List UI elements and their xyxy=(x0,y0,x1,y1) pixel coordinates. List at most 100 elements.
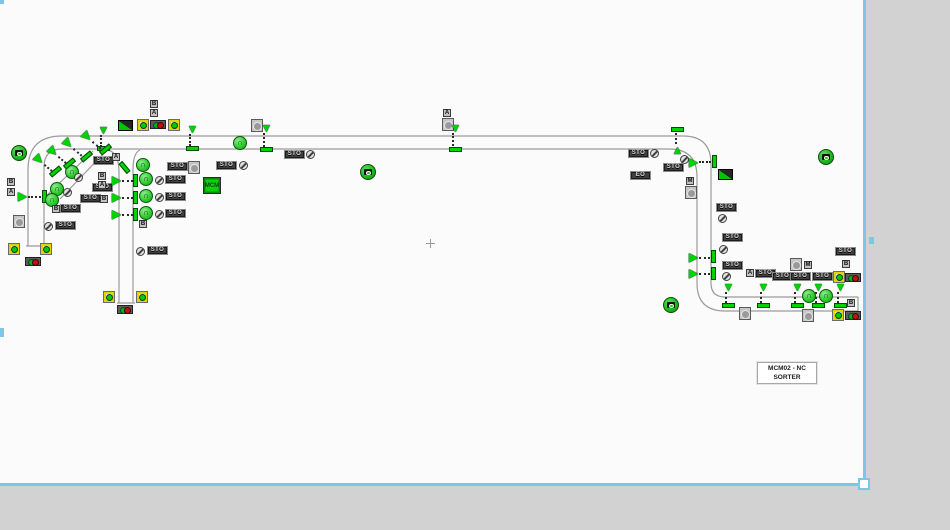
letter-badge: B xyxy=(139,220,147,228)
sto-status-badge: STO xyxy=(60,204,81,213)
camera-view-button[interactable] xyxy=(11,145,27,161)
sto-status-badge: STO xyxy=(284,150,305,159)
disabled-slash-icon xyxy=(155,176,164,185)
sto-status-badge: STO xyxy=(167,162,188,171)
sto-status-badge: STO xyxy=(165,175,186,184)
reflector-bar-icon xyxy=(671,127,684,132)
selection-handle-right[interactable] xyxy=(869,237,874,244)
eye-beam-line xyxy=(699,257,710,259)
sto-status-badge: STO xyxy=(628,149,649,158)
letter-badge: B xyxy=(7,178,15,186)
sorter-title-line2: SORTER xyxy=(773,374,801,381)
eye-beam-line xyxy=(28,196,41,198)
letter-badge: B xyxy=(842,260,850,268)
photo-eye-icon xyxy=(186,123,199,135)
disabled-slash-icon xyxy=(718,214,727,223)
reflector-bar-icon xyxy=(812,303,825,308)
reflector-bar-icon xyxy=(260,147,273,152)
motor-run-icon xyxy=(802,289,816,303)
track-path xyxy=(62,135,858,298)
disabled-slash-icon xyxy=(63,188,72,197)
display-canvas[interactable]: MCM02 - NC SORTER BAMCMSTOSTOASTOEOSTOMS… xyxy=(0,0,863,483)
selection-border-bottom xyxy=(0,483,866,486)
beacon-green-light xyxy=(137,119,149,131)
green-red-stacklight xyxy=(845,273,861,282)
letter-badge: B xyxy=(98,172,106,180)
letter-badge: B xyxy=(52,205,60,213)
selection-handle-corner[interactable] xyxy=(858,478,870,490)
selection-border-right xyxy=(863,0,866,486)
reflector-bar-icon xyxy=(186,146,199,151)
beacon-green-light xyxy=(8,243,20,255)
photo-eye-icon xyxy=(722,281,735,293)
disabled-slash-icon xyxy=(650,149,659,158)
sorter-title-line1: MCM02 - NC xyxy=(768,365,806,372)
eye-beam-line xyxy=(263,133,265,147)
motor-run-icon xyxy=(139,172,153,186)
letter-badge: M xyxy=(686,177,694,185)
reflector-bar-icon xyxy=(133,208,138,221)
letter-badge: A xyxy=(746,269,754,277)
reflector-bar-icon xyxy=(834,303,847,308)
track-path xyxy=(27,135,63,246)
letter-badge: B xyxy=(847,299,855,307)
eye-beam-line xyxy=(837,292,839,303)
sto-status-badge: STO xyxy=(835,247,856,256)
letter-badge: A xyxy=(112,153,120,161)
sto-status-badge: STO xyxy=(216,161,237,170)
letter-badge: A xyxy=(443,109,451,117)
eye-beam-line xyxy=(122,180,133,182)
lamp-off-icon xyxy=(13,215,25,228)
disabled-slash-icon xyxy=(44,222,53,231)
eye-beam-line xyxy=(122,214,133,216)
selection-handle-topleft[interactable] xyxy=(0,0,4,4)
sorter-title-box: MCM02 - NC SORTER xyxy=(757,362,817,384)
eye-beam-line xyxy=(725,292,727,303)
disabled-slash-icon xyxy=(239,161,248,170)
letter-badge: B xyxy=(100,195,108,203)
eye-beam-line xyxy=(122,197,133,199)
reflector-bar-icon xyxy=(757,303,770,308)
letter-badge: B xyxy=(150,100,158,108)
reflector-bar-icon xyxy=(711,250,716,263)
disabled-slash-icon xyxy=(155,193,164,202)
green-red-stacklight xyxy=(150,120,166,129)
motor-run-icon xyxy=(139,189,153,203)
reflector-bar-icon xyxy=(791,303,804,308)
eye-beam-line xyxy=(189,134,191,146)
sto-status-badge: EO xyxy=(630,171,651,180)
divert-wedge-icon xyxy=(118,120,133,131)
camera-view-button[interactable] xyxy=(360,164,376,180)
reflector-bar-icon xyxy=(712,155,717,168)
green-red-stacklight xyxy=(845,311,861,320)
motor-run-icon xyxy=(45,193,59,207)
lamp-off-icon xyxy=(685,186,697,199)
letter-badge: A xyxy=(98,181,106,189)
disabled-slash-icon xyxy=(74,173,83,182)
beacon-green-light xyxy=(136,291,148,303)
beacon-green-light xyxy=(832,309,844,321)
disabled-slash-icon xyxy=(306,150,315,159)
track-path xyxy=(132,149,141,303)
letter-badge: M xyxy=(804,261,812,269)
eye-beam-line xyxy=(699,161,711,163)
camera-view-button[interactable] xyxy=(818,149,834,165)
photo-eye-icon xyxy=(449,122,462,134)
camera-view-button[interactable] xyxy=(663,297,679,313)
eye-beam-line xyxy=(452,133,454,146)
beacon-green-light xyxy=(103,291,115,303)
selection-handle-left[interactable] xyxy=(0,328,4,337)
mcm-nav-button[interactable]: MCM xyxy=(203,177,221,194)
motor-run-icon xyxy=(819,289,833,303)
lamp-off-icon xyxy=(188,161,200,174)
reflector-bar-icon xyxy=(711,267,716,280)
photo-eye-icon xyxy=(834,281,847,293)
reflector-bar-icon xyxy=(133,174,138,187)
motor-run-icon xyxy=(136,158,150,172)
lamp-off-icon xyxy=(790,258,802,271)
track-path xyxy=(62,148,858,312)
sto-status-badge: STO xyxy=(93,156,114,165)
disabled-slash-icon xyxy=(719,245,728,254)
sto-status-badge: STO xyxy=(80,194,101,203)
letter-badge: A xyxy=(150,109,158,117)
